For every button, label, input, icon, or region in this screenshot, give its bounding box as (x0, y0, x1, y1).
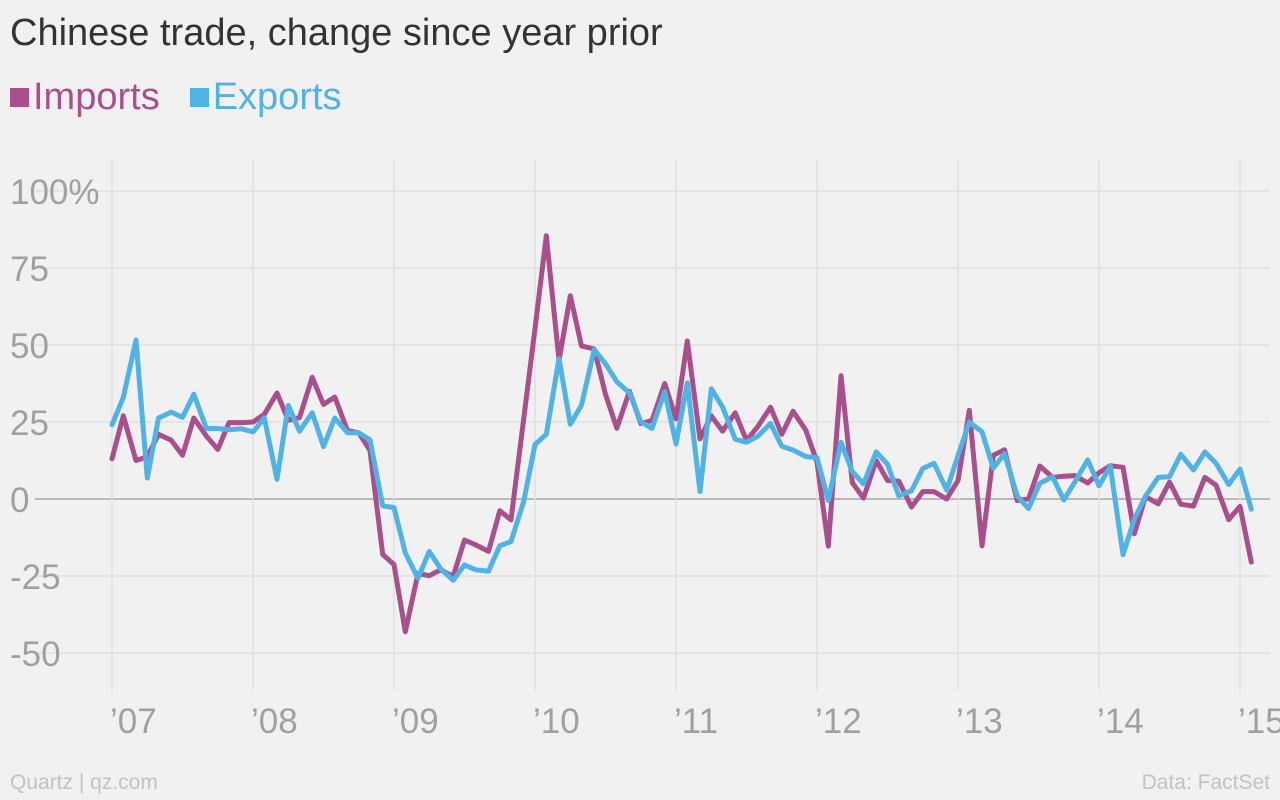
axis-ticks: 100% 75 50 25 0 -25 -50 ’07 ’08 ’09 ’10 ’11 ’12 ’13 ’1… (10, 173, 1280, 741)
y-tick-label: 0 (10, 481, 29, 520)
chart-grid (35, 160, 1270, 690)
legend-item-imports: Imports (10, 76, 160, 119)
x-tick-label: ’11 (674, 702, 718, 741)
series-line-imports (109, 233, 1254, 635)
x-tick-label: ’08 (251, 702, 298, 741)
y-tick-label: -50 (10, 635, 61, 674)
x-tick-label: ’13 (956, 702, 1003, 741)
x-tick-label: ’12 (815, 702, 862, 741)
legend-item-exports: Exports (189, 76, 342, 119)
x-tick-label: ’10 (533, 702, 580, 741)
legend-swatch-imports (10, 88, 29, 107)
series-line-exports (109, 337, 1254, 583)
x-tick-label: ’15 (1238, 702, 1280, 741)
y-tick-label: 25 (10, 404, 49, 443)
chart-legend: Imports Exports (10, 76, 372, 119)
chart-series (109, 233, 1254, 635)
x-tick-label: ’07 (110, 702, 157, 741)
y-tick-label: 50 (10, 327, 49, 366)
x-tick-label: ’14 (1097, 702, 1144, 741)
footer-source-right: Data: FactSet (1141, 771, 1270, 794)
y-tick-label: -25 (10, 558, 61, 597)
legend-label-exports: Exports (212, 76, 342, 118)
legend-swatch-exports (189, 88, 209, 107)
footer-source-left: Quartz | qz.com (10, 771, 158, 794)
legend-label-imports: Imports (33, 76, 160, 118)
y-tick-label: 100% (10, 173, 100, 212)
y-tick-label: 75 (10, 250, 49, 289)
chart-title: Chinese trade, change since year prior (10, 12, 663, 54)
x-tick-label: ’09 (392, 702, 439, 741)
